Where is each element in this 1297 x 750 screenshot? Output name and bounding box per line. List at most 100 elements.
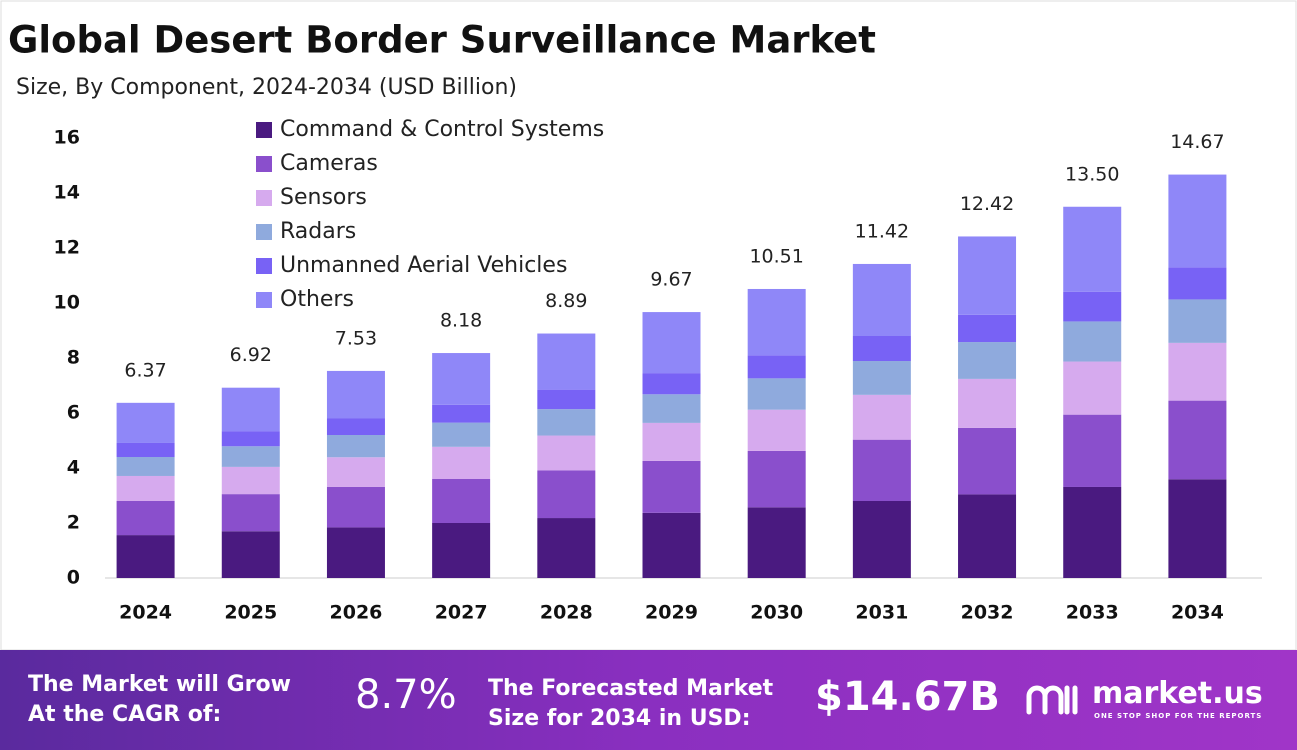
footer: The Market will Grow At the CAGR of: 8.7… [0, 650, 1297, 750]
bar-segment [958, 494, 1017, 578]
bar-segment [221, 446, 280, 467]
bar-segment [852, 263, 911, 336]
legend-swatch [256, 156, 272, 172]
brand: market.us [1092, 676, 1263, 711]
bar-segment [852, 361, 911, 395]
legend-swatch [256, 224, 272, 240]
bar-segment [852, 336, 911, 362]
y-tick-label: 2 [67, 512, 80, 534]
bar-segment [537, 470, 596, 519]
text-line: Size for 2034 in USD: [488, 706, 751, 731]
bar-segment [958, 378, 1017, 428]
legend-label: Radars [280, 219, 356, 244]
bar-segment [1063, 206, 1122, 292]
bar-segment [1168, 267, 1227, 300]
bar-segment [747, 450, 806, 508]
bar-segment [1168, 400, 1227, 480]
bar-segment [326, 435, 385, 458]
bar-segment [221, 431, 280, 447]
cagr-value: 8.7% [355, 672, 457, 718]
bar-segment [1168, 342, 1227, 401]
y-tick-label: 16 [54, 127, 80, 149]
x-tick-label: 2034 [1171, 602, 1224, 624]
text-line: At the CAGR of: [28, 702, 222, 727]
bar-segment [116, 535, 175, 578]
cagr-label: The Market will Grow At the CAGR of: [28, 670, 291, 730]
bar-segment [1063, 321, 1122, 362]
y-tick-label: 0 [67, 567, 80, 589]
total-label: 6.37 [124, 359, 166, 381]
bar-segment [432, 446, 491, 479]
bar-segment [537, 409, 596, 436]
bar-segment [1168, 299, 1227, 343]
bar-segment [326, 486, 385, 528]
bar-segment [747, 409, 806, 451]
bar-segment [1063, 486, 1122, 578]
bar-segment [432, 353, 491, 405]
y-tick-label: 8 [67, 347, 80, 369]
y-tick-label: 14 [54, 182, 80, 204]
bar-segment [326, 370, 385, 419]
total-label: 10.51 [749, 245, 803, 267]
total-label: 11.42 [855, 220, 909, 242]
bar-segment [642, 512, 701, 578]
bar-segment [958, 236, 1017, 315]
text-line: The Market will Grow [28, 672, 291, 697]
x-tick-label: 2026 [330, 602, 383, 624]
legend-swatch [256, 122, 272, 138]
bar-segment [747, 378, 806, 410]
bar-segment [747, 507, 806, 578]
bar-segment [747, 355, 806, 379]
legend-label: Unmanned Aerial Vehicles [280, 253, 567, 278]
bar-segment [537, 333, 596, 390]
bar-segment [221, 387, 280, 432]
bar-segment [116, 442, 175, 457]
bar-segment [432, 404, 491, 423]
y-tick-label: 12 [54, 237, 80, 259]
bar-segment [642, 460, 701, 513]
bar-segment [747, 288, 806, 356]
bar-segment [1063, 291, 1122, 322]
total-label: 9.67 [650, 269, 692, 291]
bar-segment [116, 501, 175, 536]
bar-segment [116, 402, 175, 443]
tagline: ONE STOP SHOP FOR THE REPORTS [1094, 712, 1263, 720]
x-tick-label: 2032 [961, 602, 1014, 624]
text-line: The Forecasted Market [488, 676, 774, 701]
x-tick-label: 2030 [750, 602, 803, 624]
bar-segment [958, 342, 1017, 379]
bar-segment [1063, 414, 1122, 487]
brand-logo [1026, 685, 1078, 715]
total-label: 8.18 [440, 310, 482, 332]
legend-swatch [256, 190, 272, 206]
bar-segment [642, 422, 701, 461]
legend-swatch [256, 258, 272, 274]
y-tick-label: 6 [67, 402, 80, 424]
total-label: 14.67 [1170, 131, 1224, 153]
total-label: 6.92 [230, 344, 272, 366]
bar-segment [537, 518, 596, 578]
bar-segment [537, 435, 596, 471]
chart-title: Global Desert Border Surveillance Market [8, 19, 876, 62]
bar-segment [326, 457, 385, 487]
x-tick-label: 2033 [1066, 602, 1119, 624]
bar-segment [1063, 361, 1122, 415]
bar-segment [221, 466, 280, 495]
chart-subtitle: Size, By Component, 2024-2034 (USD Billi… [16, 75, 517, 100]
bar-segment [852, 394, 911, 440]
chart: Global Desert Border Surveillance Market… [0, 0, 1297, 651]
bar-segment [326, 527, 385, 578]
bar-segment [642, 373, 701, 395]
bar-segment [537, 389, 596, 410]
total-label: 12.42 [960, 193, 1014, 215]
bar-segment [852, 439, 911, 501]
bar-segment [642, 394, 701, 423]
bar-segment [432, 422, 491, 447]
x-tick-label: 2029 [645, 602, 698, 624]
bar-segment [432, 523, 491, 578]
legend-swatch [256, 292, 272, 308]
legend-label: Cameras [280, 151, 378, 176]
x-tick-label: 2025 [224, 602, 277, 624]
bar-segment [116, 457, 175, 476]
